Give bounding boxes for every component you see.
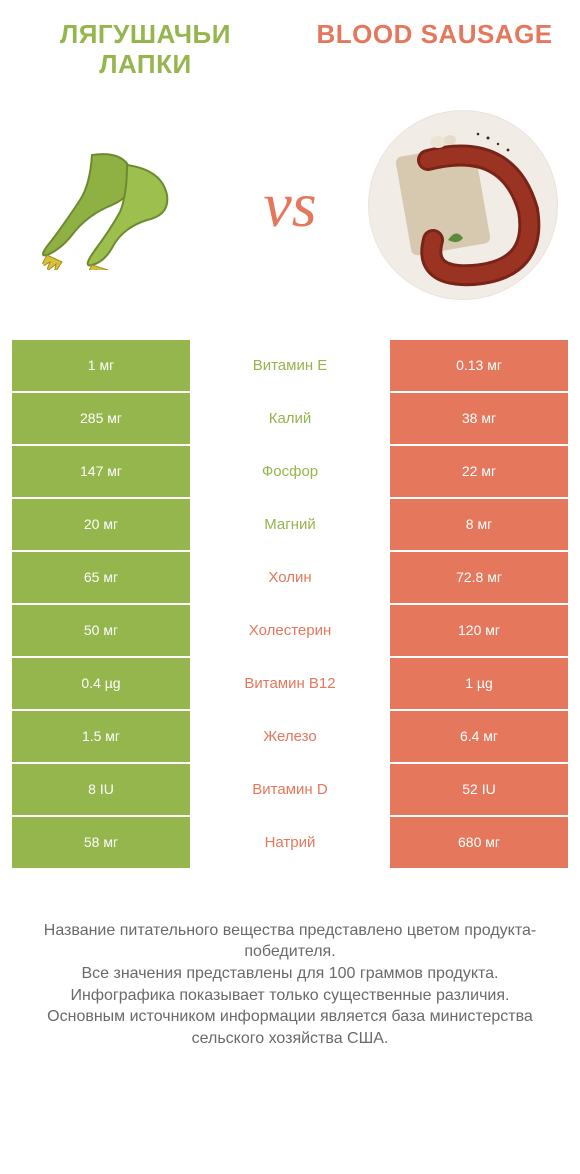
table-row: 1 мгВитамин E0.13 мг [12, 340, 568, 391]
footer-line: Основным источником информации является … [32, 1006, 548, 1049]
nutrient-label: Холин [190, 552, 390, 603]
value-left: 285 мг [12, 393, 190, 444]
value-left: 1 мг [12, 340, 190, 391]
nutrient-label: Калий [190, 393, 390, 444]
title-left: ЛЯГУШАЧЬИ ЛАПКИ [12, 20, 279, 80]
table-row: 1.5 мгЖелезо6.4 мг [12, 711, 568, 762]
nutrient-table: 1 мгВитамин E0.13 мг285 мгКалий38 мг147 … [12, 340, 568, 870]
title-right: BLOOD SAUSAGE [301, 20, 568, 80]
nutrient-label: Фосфор [190, 446, 390, 497]
value-left: 20 мг [12, 499, 190, 550]
frog-legs-image [22, 110, 212, 300]
table-row: 285 мгКалий38 мг [12, 393, 568, 444]
nutrient-label: Магний [190, 499, 390, 550]
table-row: 20 мгМагний8 мг [12, 499, 568, 550]
value-right: 680 мг [390, 817, 568, 868]
value-right: 22 мг [390, 446, 568, 497]
value-left: 58 мг [12, 817, 190, 868]
value-right: 38 мг [390, 393, 568, 444]
table-row: 50 мгХолестерин120 мг [12, 605, 568, 656]
blood-sausage-image [368, 110, 558, 300]
vs-label: vs [257, 168, 322, 242]
table-row: 0.4 µgВитамин B121 µg [12, 658, 568, 709]
nutrient-label: Витамин B12 [190, 658, 390, 709]
value-right: 120 мг [390, 605, 568, 656]
table-row: 8 IUВитамин D52 IU [12, 764, 568, 815]
value-right: 1 µg [390, 658, 568, 709]
value-left: 1.5 мг [12, 711, 190, 762]
table-row: 58 мгНатрий680 мг [12, 817, 568, 868]
blood-sausage-icon [378, 120, 548, 290]
value-left: 50 мг [12, 605, 190, 656]
frog-legs-icon [32, 140, 202, 270]
value-left: 147 мг [12, 446, 190, 497]
infographic-container: ЛЯГУШАЧЬИ ЛАПКИ BLOOD SAUSAGE vs [0, 0, 580, 1174]
footer-line: Название питательного вещества представл… [32, 920, 548, 963]
nutrient-label: Натрий [190, 817, 390, 868]
value-left: 0.4 µg [12, 658, 190, 709]
value-right: 6.4 мг [390, 711, 568, 762]
footer-line: Инфографика показывает только существенн… [32, 985, 548, 1007]
nutrient-label: Железо [190, 711, 390, 762]
titles-row: ЛЯГУШАЧЬИ ЛАПКИ BLOOD SAUSAGE [12, 20, 568, 80]
nutrient-label: Холестерин [190, 605, 390, 656]
value-right: 0.13 мг [390, 340, 568, 391]
value-right: 52 IU [390, 764, 568, 815]
value-right: 8 мг [390, 499, 568, 550]
value-left: 8 IU [12, 764, 190, 815]
nutrient-label: Витамин E [190, 340, 390, 391]
footer-line: Все значения представлены для 100 граммо… [32, 963, 548, 985]
table-row: 147 мгФосфор22 мг [12, 446, 568, 497]
footer-notes: Название питательного вещества представл… [12, 920, 568, 1050]
nutrient-label: Витамин D [190, 764, 390, 815]
table-row: 65 мгХолин72.8 мг [12, 552, 568, 603]
value-right: 72.8 мг [390, 552, 568, 603]
images-row: vs [12, 110, 568, 300]
value-left: 65 мг [12, 552, 190, 603]
